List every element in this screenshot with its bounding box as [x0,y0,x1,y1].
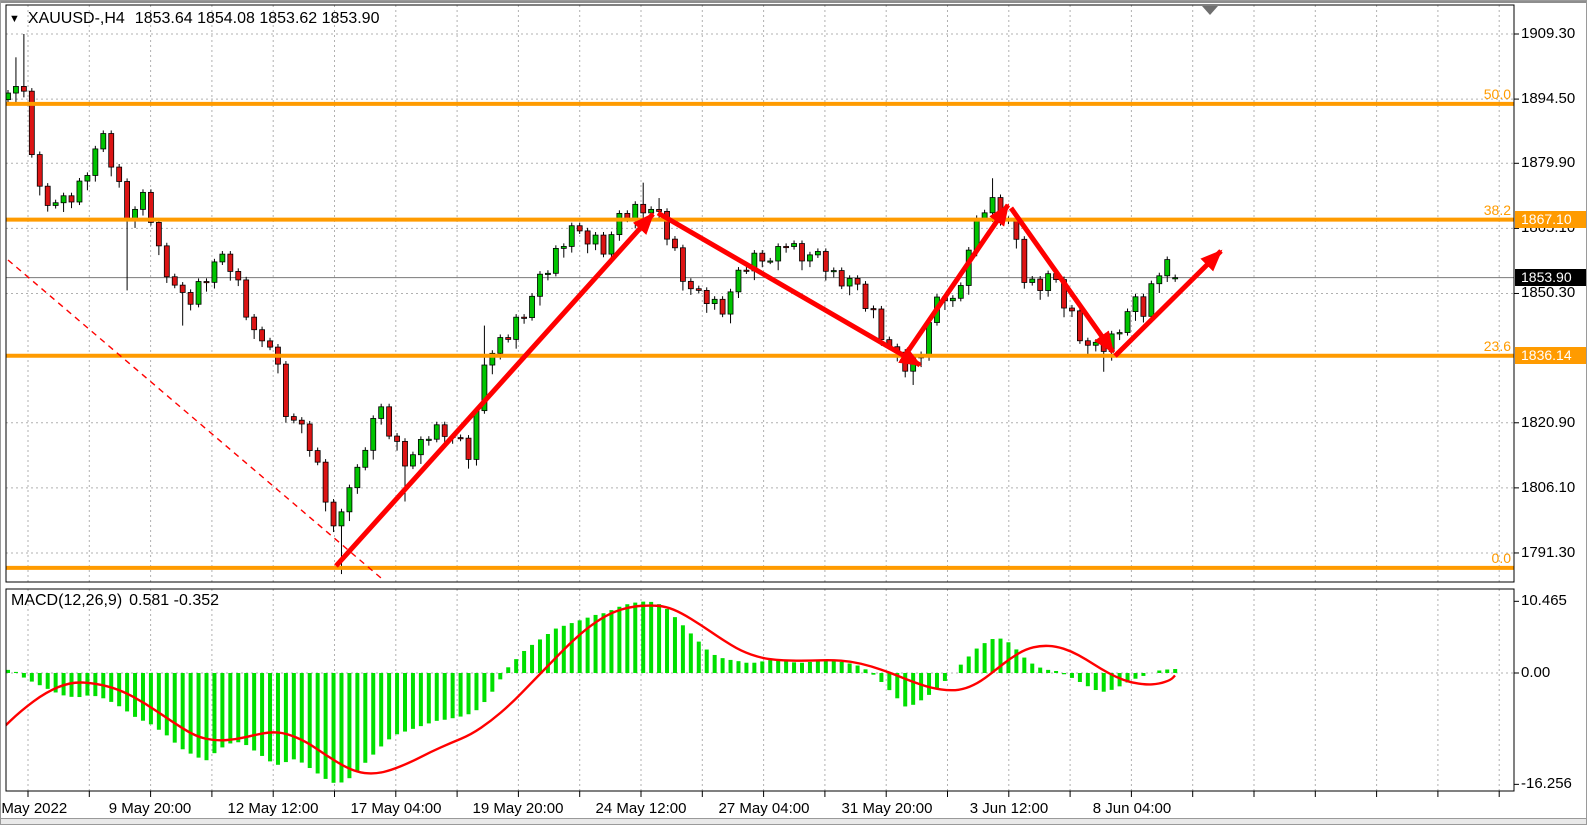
symbol-period-label: XAUUSD-,H4 [27,10,125,27]
macd-histogram [6,601,1178,783]
time-axis-label: 24 May 12:00 [595,800,687,817]
fib-level-label: 0.0 [1491,549,1511,566]
time-axis-label: 8 Jun 04:00 [1092,800,1172,817]
chart-shift-marker-icon[interactable] [1202,6,1218,15]
time-axis-label: 17 May 04:00 [350,800,442,817]
window-top-border [1,1,1586,5]
time-axis-label: 12 May 12:00 [227,800,319,817]
fib-level-label: 23.6 [1483,337,1511,354]
time-axis-label: 19 May 20:00 [472,800,564,817]
current-price-tag: 1853.90 [1515,269,1586,287]
time-axis-label: 31 May 20:00 [841,800,933,817]
time-axis-label: 5 May 2022 [1,800,68,817]
time-axis-label: 27 May 04:00 [718,800,810,817]
ohlc-quote-label: 1853.64 1854.08 1853.62 1853.90 [134,10,380,27]
price-axis-label: 1820.90 [1521,413,1576,431]
panel-frames [5,4,1519,797]
price-axis-label: 1879.90 [1521,154,1576,172]
chart-dropdown-icon[interactable]: ▼ [9,12,20,25]
fib-level-label: 38.2 [1483,201,1511,218]
macd-signal-line [6,604,1176,775]
price-axis-label: 1894.50 [1521,90,1576,108]
time-axis-label: 9 May 20:00 [108,800,192,817]
candlesticks [6,34,1179,575]
price-axis-label: 1806.10 [1521,478,1576,496]
trend-arrows [334,203,1223,568]
descending-trendline [7,259,382,579]
fib-level-label: 50.0 [1483,85,1511,102]
chart-title: ▼ XAUUSD-,H4 1853.64 1854.08 1853.62 185… [9,9,379,29]
macd-axis-label: 10.465 [1521,592,1567,610]
main-grid [6,5,1514,582]
price-axis-label: 1850.30 [1521,284,1576,302]
fib-price-tag: 1836.14 [1515,347,1586,365]
macd-axis-label: -16.256 [1521,775,1572,793]
fib-price-tag: 1867.10 [1515,211,1586,229]
window-bottom-border [1,818,1586,824]
time-axis-label: 3 Jun 12:00 [969,800,1049,817]
macd-values: 0.581 -0.352 [129,592,220,609]
macd-indicator-label: MACD(12,26,9) 0.581 -0.352 [11,592,219,610]
price-axis-label: 1909.30 [1521,25,1576,42]
fibonacci-lines [6,101,1514,570]
macd-axis-label: 0.00 [1521,664,1551,681]
price-axis-label: 1791.30 [1521,543,1576,561]
macd-name: MACD(12,26,9) [11,592,123,609]
